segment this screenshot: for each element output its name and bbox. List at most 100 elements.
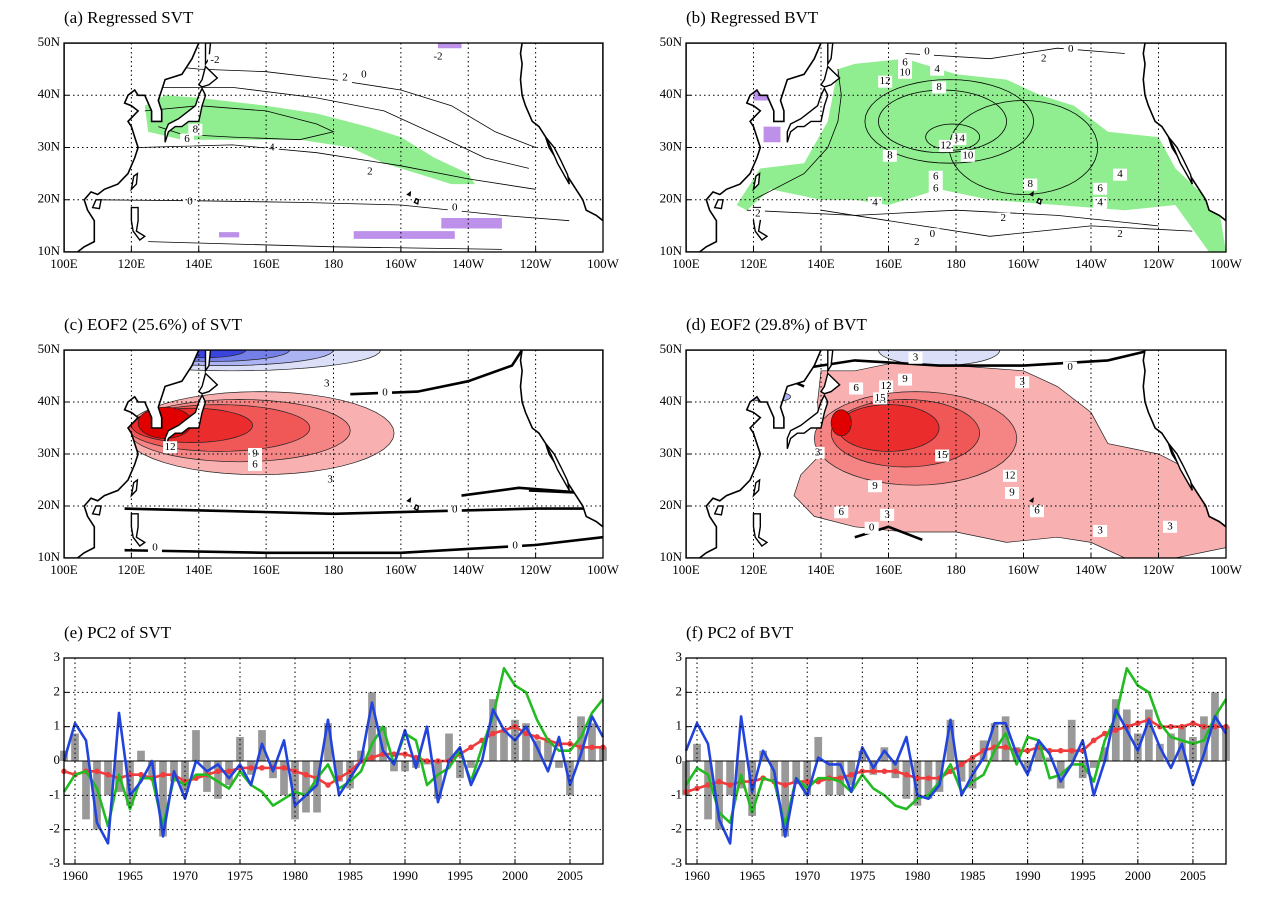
bar <box>500 730 508 761</box>
contour-label: 6 <box>933 182 939 194</box>
contour-line <box>925 123 980 151</box>
x-tick-label: 100W <box>587 256 620 271</box>
plot-frame <box>63 42 604 253</box>
bar <box>759 750 767 761</box>
coastline <box>1028 190 1034 197</box>
x-tick-label: 1960 <box>62 868 88 883</box>
bar <box>324 723 332 761</box>
shaded-region <box>830 409 852 437</box>
bar <box>1034 743 1043 761</box>
contour-line <box>746 209 1159 227</box>
line-marker <box>468 744 474 751</box>
contour-label: 0 <box>152 542 158 554</box>
shaded-region <box>219 232 240 238</box>
bar <box>880 747 889 761</box>
x-tick-label: 100E <box>50 562 78 577</box>
x-tick-label: 160W <box>1008 256 1041 271</box>
contour-label: 2 <box>1001 212 1007 224</box>
bar <box>1001 716 1010 761</box>
y-tick-label: 20N <box>660 191 683 206</box>
bar <box>1145 709 1153 761</box>
x-tick-label: 180 <box>324 256 344 271</box>
bar <box>137 750 145 761</box>
shaded-region <box>144 95 476 185</box>
chart-title: (c) EOF2 (25.6%) of SVT <box>64 315 243 334</box>
x-tick-label: 140E <box>185 256 213 271</box>
contour-label-bg <box>147 542 162 555</box>
line-marker <box>1068 747 1075 754</box>
bar <box>390 761 398 772</box>
y-tick-label: 20N <box>660 497 683 512</box>
contour-line <box>158 87 529 169</box>
bar <box>544 740 552 761</box>
chart-title: (b) Regressed BVT <box>686 8 819 27</box>
x-tick-label: 1995 <box>1070 868 1096 883</box>
y-tick-label: 30N <box>660 138 683 153</box>
coastline <box>164 393 207 450</box>
x-tick-label: 120W <box>520 256 553 271</box>
contour-line <box>124 535 603 555</box>
bar <box>291 761 299 820</box>
contour-label-bg <box>1003 469 1017 482</box>
contour-label: 6 <box>853 382 859 394</box>
contour-line <box>877 89 1007 154</box>
coastline <box>406 497 412 503</box>
contour-line <box>461 486 587 497</box>
coastline <box>752 172 761 192</box>
coastline <box>752 478 761 498</box>
bar <box>902 761 911 799</box>
line-marker <box>892 768 899 775</box>
x-tick-label: 160W <box>385 562 418 577</box>
shaded-region <box>441 218 502 229</box>
y-tick-label: 50N <box>38 341 61 356</box>
contour-line <box>97 199 570 222</box>
bar <box>693 743 701 761</box>
line-marker <box>1002 744 1009 751</box>
bar <box>346 761 354 789</box>
contour-label-bg <box>248 458 263 471</box>
contour-line <box>138 144 536 190</box>
coastline <box>752 513 769 547</box>
y-tick-label: -3 <box>49 855 60 870</box>
line-marker <box>94 768 100 775</box>
x-tick-label: 100W <box>1210 256 1243 271</box>
contour-label: 6 <box>184 133 190 145</box>
x-tick-label: 2000 <box>502 868 528 883</box>
contour-label: -2 <box>433 51 442 63</box>
x-tick-label: 160E <box>252 256 280 271</box>
contour-label: 10 <box>962 149 974 161</box>
coastline <box>1167 443 1193 491</box>
line-marker <box>248 765 254 771</box>
bar <box>726 761 734 796</box>
contour-label-bg <box>864 521 879 534</box>
bar <box>82 761 90 820</box>
contour-label-bg <box>1063 361 1078 374</box>
y-tick-label: 0 <box>54 752 61 767</box>
contour-line <box>148 63 536 148</box>
bar <box>126 761 134 806</box>
contour-label-bg <box>928 182 943 195</box>
contour-label-bg <box>750 207 765 220</box>
coastline <box>519 43 603 222</box>
y-tick-label: 2 <box>676 683 683 698</box>
line-marker <box>1190 720 1196 727</box>
contour-line <box>787 350 1153 373</box>
y-tick-label: -2 <box>49 821 60 836</box>
line-marker <box>903 771 910 778</box>
bar <box>946 719 955 761</box>
line-marker <box>105 771 111 778</box>
contour-label-bg <box>356 68 371 81</box>
x-tick-label: 1965 <box>117 868 143 883</box>
line-marker <box>716 778 722 785</box>
contour-label-bg <box>430 51 445 64</box>
y-tick-label: 10N <box>38 549 61 564</box>
contour-label-bg <box>996 212 1011 225</box>
contour-label: 3 <box>913 351 919 363</box>
bar <box>1122 709 1131 761</box>
coastline <box>130 513 147 547</box>
line-marker <box>303 771 309 778</box>
contour-label: 3 <box>1019 376 1025 388</box>
contour-label: 14 <box>954 133 966 145</box>
contour-label-bg <box>362 166 377 179</box>
